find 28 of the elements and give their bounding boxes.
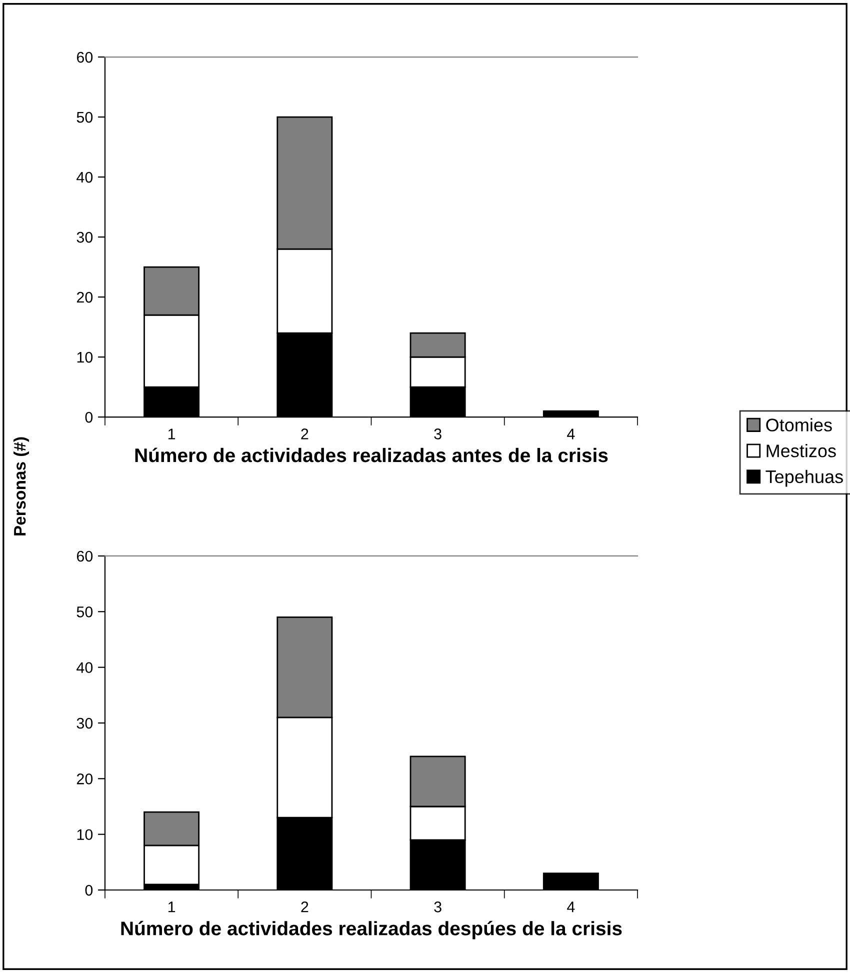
y-tick-label: 10 bbox=[77, 829, 93, 840]
y-tick-label: 60 bbox=[76, 52, 93, 63]
y-tick-label: 20 bbox=[76, 774, 93, 784]
y-tick-label: 60 bbox=[76, 550, 93, 562]
legend-label: Otomies bbox=[766, 418, 832, 432]
x-axis-title: Número de actividades realizadas antes de la crisis bbox=[135, 448, 608, 462]
x-tick-label: 2 bbox=[301, 428, 308, 440]
y-axis-title: Personas (#) bbox=[13, 437, 30, 536]
x-tick-label: 1 bbox=[168, 902, 176, 912]
legend-label: Tepehuas bbox=[766, 470, 843, 487]
y-tick-label: 50 bbox=[76, 112, 93, 123]
x-tick-label: 4 bbox=[567, 428, 575, 440]
y-tick-label: 20 bbox=[76, 292, 93, 303]
y-tick-label: 50 bbox=[76, 606, 93, 618]
y-tick-label: 10 bbox=[77, 352, 93, 363]
x-axis-title: Número de actividades realizadas despúes de la crisis bbox=[121, 920, 622, 940]
x-tick-label: 4 bbox=[567, 902, 575, 912]
y-tick-label: 0 bbox=[85, 412, 93, 423]
legend-label: Mestizos bbox=[766, 444, 836, 458]
y-tick-label: 0 bbox=[85, 884, 93, 896]
y-tick-label: 30 bbox=[76, 718, 93, 729]
y-tick-label: 30 bbox=[76, 232, 93, 243]
y-tick-label: 40 bbox=[76, 662, 93, 673]
x-tick-label: 1 bbox=[168, 428, 176, 440]
x-tick-label: 3 bbox=[434, 902, 442, 912]
x-tick-label: 2 bbox=[301, 902, 308, 912]
x-tick-label: 3 bbox=[434, 428, 442, 440]
y-tick-label: 40 bbox=[76, 172, 93, 183]
